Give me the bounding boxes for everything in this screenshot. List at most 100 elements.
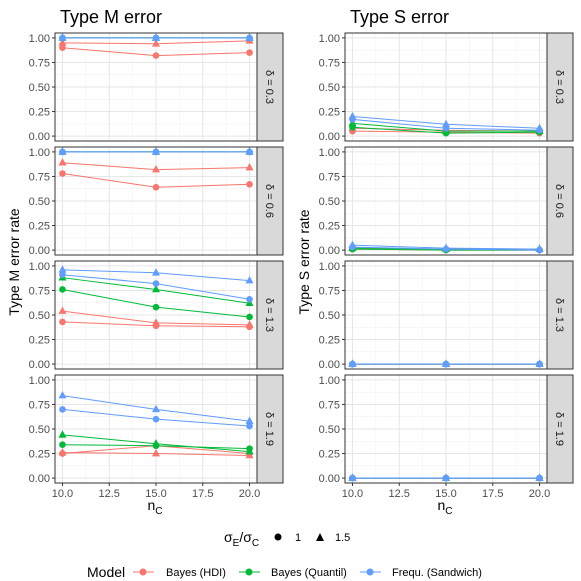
point-triangle-frequ-sandwich-ratio-1-5: [245, 33, 254, 41]
y-tick-label: 0.75: [29, 57, 50, 69]
point-triangle-bayes-hdi-ratio-1-5: [152, 39, 160, 47]
point-triangle-bayes-quantil-ratio-1-5: [152, 284, 160, 293]
panel-type-s-row-1: 0.00 0.25 0.50 0.75 1.00 δ = 0.3: [319, 32, 574, 143]
point-triangle-frequ-sandwich-ratio-1-5: [245, 416, 254, 424]
panel-type-m-row-2: 0.00 0.25 0.50 0.75 1.00 δ = 0.6: [29, 146, 284, 257]
point-triangle-bayes-hdi-ratio-1-5: [152, 164, 160, 173]
y-tick-label: 0.00: [319, 359, 340, 371]
point-triangle-bayes-hdi-ratio-1-5: [58, 447, 67, 456]
facet-strip: [546, 260, 574, 370]
y-tick-label: 0.75: [29, 285, 50, 297]
panel-type-m-row-1: 0.00 0.25 0.50 0.75 1.00 δ = 0.3: [29, 32, 284, 143]
point-triangle-frequ-sandwich-ratio-1-5: [152, 33, 160, 41]
point-circle-bayes-hdi-ratio-1: [246, 181, 253, 188]
y-tick-label: 0.50: [319, 310, 340, 322]
y-tick-label: 0.00: [319, 131, 340, 143]
point-triangle-frequ-sandwich-ratio-1-5: [58, 147, 67, 155]
facet-strip-label: δ = 1.9: [553, 412, 565, 446]
x-tick-label: 15.0: [435, 488, 456, 500]
y-tick-label: 0.50: [29, 196, 50, 208]
point-circle-bayes-hdi-ratio-1: [59, 170, 66, 177]
legend-label-bayes-quantil: Bayes (Quantil): [271, 567, 347, 579]
x-tick-label: 17.5: [192, 488, 213, 500]
y-tick-label: 0.00: [29, 473, 50, 485]
y-axis-label-type-m: Type M error rate: [6, 208, 22, 316]
point-triangle-frequ-sandwich-ratio-1-5: [152, 404, 160, 413]
point-circle-bayes-quantil-ratio-1: [246, 313, 253, 321]
facet-strip: [546, 32, 574, 142]
point-circle-bayes-quantil-ratio-1: [59, 286, 66, 293]
facet-strip: [256, 260, 284, 370]
point-circle-bayes-quantil-ratio-1: [152, 303, 160, 311]
y-tick-label: 0.00: [29, 245, 50, 257]
model-legend-title: Model: [87, 564, 125, 580]
x-axis-label-right: nC: [437, 497, 452, 517]
y-tick-label: 0.50: [319, 424, 340, 436]
panel-type-s-row-2: 0.00 0.25 0.50 0.75 1.00 δ = 0.6: [319, 146, 574, 257]
legend-label-bayes-hdi: Bayes (HDI): [166, 567, 226, 579]
point-triangle-frequ-sandwich-ratio-1-5: [535, 123, 544, 132]
panel-type-s-row-3: 0.00 0.25 0.50 0.75 1.00 δ = 1.3: [319, 260, 574, 371]
x-tick-label: 20.0: [529, 488, 550, 500]
model-legend: Model Bayes (HDI) Bayes (Quantil) Frequ.…: [87, 564, 482, 580]
facet-strip-label: δ = 0.3: [553, 70, 565, 104]
y-tick-label: 0.25: [319, 221, 340, 233]
point-circle-frequ-sandwich-ratio-1: [246, 422, 253, 430]
legend-label-frequ-sandwich: Frequ. (Sandwich): [392, 567, 482, 579]
panel-title-type-m: Type M error: [60, 7, 162, 27]
shape-legend-title: σE/σC: [224, 529, 259, 549]
x-tick-label: 10.0: [52, 488, 73, 500]
y-tick-label: 0.50: [29, 424, 50, 436]
point-triangle-bayes-hdi-ratio-1-5: [152, 448, 160, 457]
facet-strip: [256, 32, 284, 142]
point-triangle-frequ-sandwich-ratio-1-5: [58, 391, 67, 399]
point-triangle-frequ-sandwich-ratio-1-5: [58, 33, 67, 41]
y-tick-label: 0.25: [29, 335, 50, 347]
y-tick-label: 0.00: [29, 359, 50, 371]
facet-strip-label: δ = 0.3: [263, 70, 275, 104]
y-tick-label: 1.00: [29, 33, 50, 45]
facet-strip-label: δ = 1.3: [553, 298, 565, 332]
facet-strip: [546, 146, 574, 256]
legend-ratio-1-5: 1.5: [335, 532, 350, 544]
point-triangle-frequ-sandwich-ratio-1-5: [348, 473, 357, 481]
point-triangle-frequ-sandwich-ratio-1-5: [442, 473, 450, 481]
y-tick-label: 0.25: [319, 107, 340, 119]
x-tick-label: 20.0: [239, 488, 260, 500]
point-triangle-frequ-sandwich-ratio-1-5: [58, 265, 67, 273]
point-circle-bayes-hdi-ratio-1: [59, 44, 66, 52]
point-circle-bayes-hdi-ratio-1: [59, 318, 66, 326]
y-tick-label: 0.75: [319, 171, 340, 183]
point-triangle-bayes-quantil-ratio-1-5: [152, 439, 160, 447]
point-triangle-frequ-sandwich-ratio-1-5: [535, 473, 544, 481]
point-circle-bayes-hdi-ratio-1: [246, 49, 253, 56]
y-tick-label: 1.00: [29, 147, 50, 159]
x-tick-label: 17.5: [482, 488, 503, 500]
point-triangle-bayes-hdi-ratio-1-5: [152, 318, 160, 326]
facet-strip-label: δ = 0.6: [553, 184, 565, 218]
y-tick-label: 1.00: [319, 375, 340, 387]
y-tick-label: 0.75: [319, 57, 340, 69]
point-triangle-frequ-sandwich-ratio-1-5: [152, 268, 160, 276]
y-tick-label: 0.25: [319, 449, 340, 461]
legend-circle-marker: [274, 533, 282, 541]
point-triangle-bayes-hdi-ratio-1-5: [245, 320, 254, 328]
y-tick-label: 1.00: [319, 33, 340, 45]
y-axis-label-type-s: Type S error rate: [296, 209, 312, 314]
point-triangle-frequ-sandwich-ratio-1-5: [535, 359, 544, 367]
y-tick-label: 0.50: [319, 196, 340, 208]
point-circle-frequ-sandwich-ratio-1: [59, 406, 66, 413]
panel-grid: 0.000.250.500.751.00δ = 0.30.000.250.500…: [29, 32, 574, 500]
point-triangle-frequ-sandwich-ratio-1-5: [245, 147, 254, 155]
y-tick-label: 1.00: [319, 261, 340, 273]
point-triangle-frequ-sandwich-ratio-1-5: [348, 111, 357, 120]
y-tick-label: 0.00: [319, 473, 340, 485]
y-tick-label: 0.00: [319, 245, 340, 257]
x-axis-label-left: nC: [147, 497, 162, 517]
y-tick-label: 1.00: [29, 375, 50, 387]
y-tick-label: 0.25: [29, 449, 50, 461]
point-triangle-frequ-sandwich-ratio-1-5: [348, 240, 357, 248]
x-tick-label: 12.5: [389, 488, 410, 500]
facet-strip-label: δ = 1.3: [263, 298, 275, 332]
